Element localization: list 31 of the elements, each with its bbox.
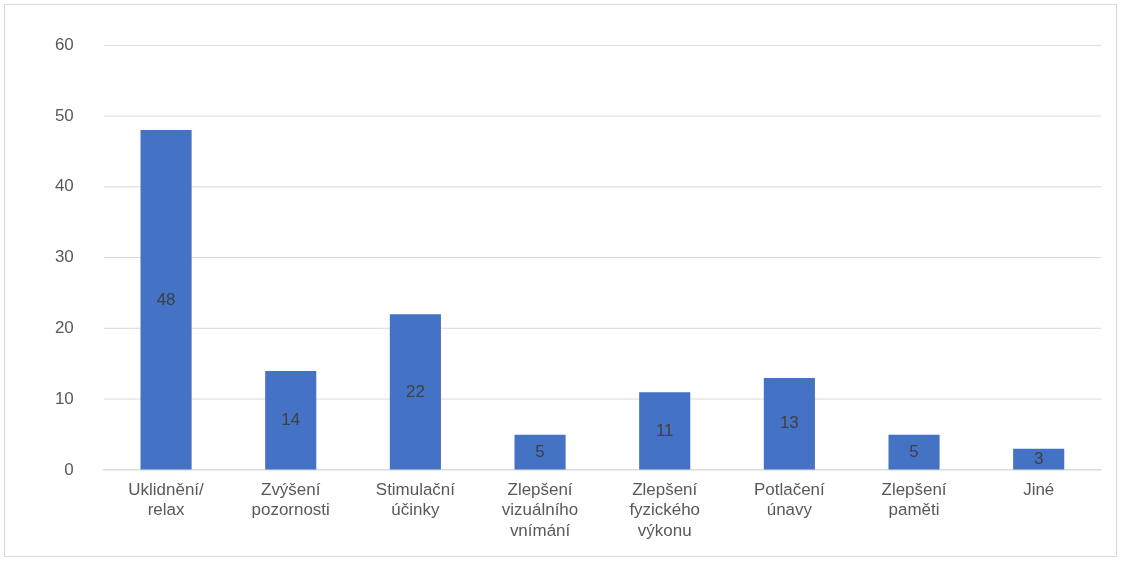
x-tick-label: Uklidnění/relax — [128, 479, 205, 520]
bar — [1013, 448, 1065, 470]
x-tick-label: Potlačení únavy — [754, 479, 826, 520]
bar — [389, 314, 441, 470]
y-tick-label: 60 — [54, 34, 74, 54]
x-tick-label: Stimulační účinky — [375, 479, 456, 520]
data-label: 22 — [405, 381, 425, 401]
y-tick-label: 40 — [54, 176, 74, 196]
x-tick-label: Zlepšení vizuálního vnímání — [501, 479, 579, 540]
data-label: 5 — [909, 441, 919, 461]
y-tick-label: 20 — [54, 318, 74, 338]
x-tick-label: Zlepšení paměti — [881, 479, 947, 520]
bar — [140, 130, 192, 470]
data-label: 11 — [655, 420, 674, 440]
x-tick-label: Jiné — [1023, 479, 1055, 499]
bar — [639, 392, 691, 470]
y-tick-label: 30 — [54, 247, 74, 267]
bar — [514, 434, 566, 470]
x-tick-label: Zlepšení fyzického výkonu — [629, 479, 701, 540]
y-tick-label: 0 — [64, 459, 74, 479]
x-tick-label: Zvýšení pozornosti — [251, 479, 330, 520]
data-label: 13 — [779, 413, 799, 433]
y-tick-label: 50 — [54, 105, 74, 125]
bar — [763, 378, 815, 470]
y-tick-label: 10 — [54, 388, 74, 408]
data-label: 3 — [1033, 448, 1044, 468]
data-label: 48 — [156, 289, 176, 309]
bar — [888, 434, 940, 470]
bar — [265, 370, 317, 470]
data-label: 5 — [535, 441, 545, 461]
data-label: 14 — [281, 409, 301, 429]
